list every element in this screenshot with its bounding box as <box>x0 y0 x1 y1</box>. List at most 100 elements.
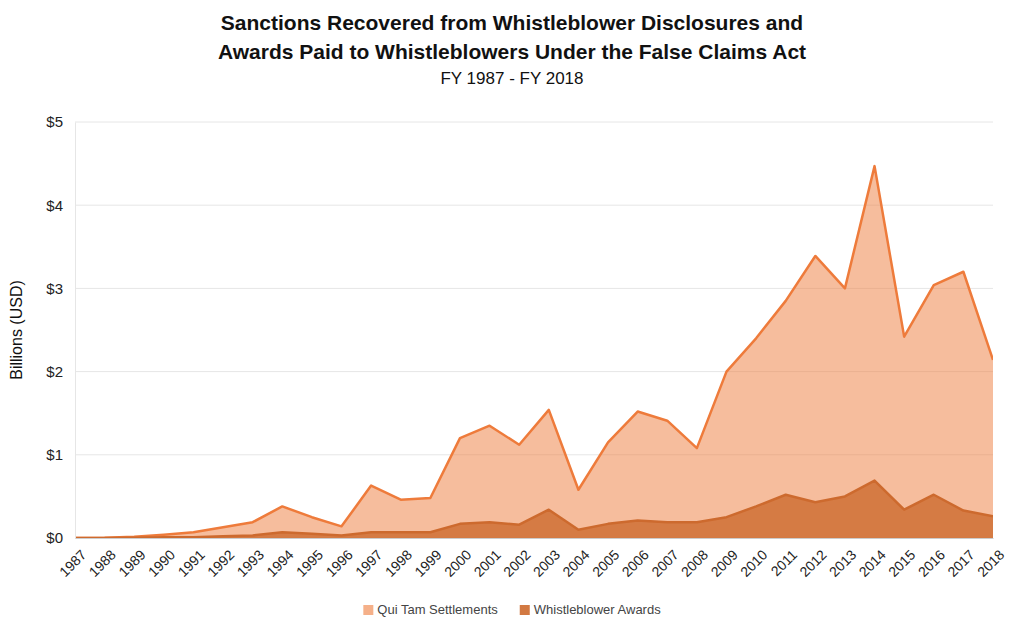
tick: 2012 <box>796 538 829 580</box>
tick: $3 <box>46 280 75 297</box>
tick: 1987 <box>56 538 89 580</box>
tick-label: 1998 <box>382 546 415 579</box>
tick-label: 2001 <box>471 546 504 579</box>
tick-label: 2012 <box>796 546 829 579</box>
title: Sanctions Recovered from Whistleblower D… <box>221 11 803 34</box>
tick-label: 2003 <box>530 546 563 579</box>
tick: 2003 <box>530 538 563 580</box>
tick-label: 1993 <box>234 546 267 579</box>
line <box>75 166 993 538</box>
tick-label: 1992 <box>204 546 237 579</box>
grid <box>75 122 993 538</box>
tick: 1989 <box>115 538 148 580</box>
tick: 2005 <box>589 538 622 580</box>
grid-line <box>75 122 993 123</box>
title: Awards Paid to Whistleblowers Under the … <box>218 40 806 63</box>
tick-label: 1997 <box>352 546 385 579</box>
tick: 2013 <box>826 538 859 580</box>
tick-label: 2010 <box>737 546 770 579</box>
tick: 2018 <box>974 538 1007 580</box>
tick: 2011 <box>767 538 800 579</box>
tick: 2004 <box>559 538 592 580</box>
tick-label: $5 <box>46 113 63 130</box>
legend-swatch <box>520 605 530 615</box>
tick-label: 2005 <box>589 546 622 579</box>
tick: 2009 <box>707 538 740 580</box>
tick: $1 <box>46 446 75 463</box>
axis-line <box>75 123 76 539</box>
legend: Qui Tam Settlements Whistleblower Awards <box>363 602 661 617</box>
tick-label: 2006 <box>619 546 652 579</box>
tick: 2017 <box>944 538 977 580</box>
tick: 1994 <box>263 538 296 580</box>
tick: 1995 <box>293 538 326 580</box>
tick: 1996 <box>323 538 356 580</box>
tick: $4 <box>46 197 75 214</box>
tick-label: 2007 <box>648 546 681 579</box>
tick-label: 1995 <box>293 546 326 579</box>
legend-label: Qui Tam Settlements <box>377 602 498 617</box>
tick: 1999 <box>411 538 444 580</box>
tick: 1992 <box>204 538 237 580</box>
tick-label: 1994 <box>263 546 296 579</box>
tick-label: 1988 <box>86 546 119 579</box>
tick-label: $4 <box>46 197 63 214</box>
area <box>75 481 993 538</box>
tick-label: 2004 <box>559 546 592 579</box>
tick: 1998 <box>382 538 415 580</box>
legend-item: Whistleblower Awards <box>520 602 661 617</box>
tick-label: 2002 <box>500 546 533 579</box>
tick: 2006 <box>619 538 652 580</box>
tick-label: 2015 <box>885 546 918 579</box>
tick-label: 2014 <box>856 546 889 579</box>
tick: 1988 <box>86 538 119 580</box>
y-axis: $0 $1 $2 $3 $4 $5 <box>46 113 75 546</box>
tick-label: 2008 <box>678 546 711 579</box>
tick: 1990 <box>145 538 178 580</box>
tick: 2015 <box>885 538 918 580</box>
tick-label: 1990 <box>145 546 178 579</box>
tick-label: $3 <box>46 280 63 297</box>
tick-label: 2013 <box>826 546 859 579</box>
tick: 2002 <box>500 538 533 580</box>
tick-label: 1999 <box>411 546 444 579</box>
tick: $2 <box>46 363 75 380</box>
legend-swatch <box>363 605 373 615</box>
tick: $0 <box>46 529 75 546</box>
area <box>75 166 993 538</box>
tick: 2014 <box>856 538 889 580</box>
line <box>75 481 993 538</box>
tick: 2001 <box>471 538 504 580</box>
tick: $5 <box>46 113 75 130</box>
tick-label: 2009 <box>707 546 740 579</box>
tick-label: 1991 <box>174 546 207 579</box>
tick: 1993 <box>234 538 267 580</box>
tick-label: 1989 <box>115 546 148 579</box>
y-axis-title: Billions (USD) <box>8 280 25 380</box>
tick: 2008 <box>678 538 711 580</box>
x-axis: 1987198819891990199119921993199419951996… <box>56 538 1007 580</box>
tick: 2000 <box>441 538 474 580</box>
tick-label: $1 <box>46 446 63 463</box>
plot-area <box>75 166 993 538</box>
tick-label: $0 <box>46 529 63 546</box>
tick: 1991 <box>174 538 207 580</box>
tick-label: 2011 <box>767 546 800 579</box>
tick-label: 2017 <box>944 546 977 579</box>
subtitle: FY 1987 - FY 2018 <box>440 69 583 88</box>
tick-label: 1987 <box>56 546 89 579</box>
tick-label: $2 <box>46 363 63 380</box>
chart: Sanctions Recovered from Whistleblower D… <box>0 0 1024 633</box>
tick-label: 2016 <box>915 546 948 579</box>
legend-item: Qui Tam Settlements <box>363 602 498 617</box>
tick-label: 1996 <box>323 546 356 579</box>
tick: 1997 <box>352 538 385 580</box>
tick-label: 2018 <box>974 546 1007 579</box>
legend-label: Whistleblower Awards <box>534 602 661 617</box>
grid-line <box>75 205 993 206</box>
axis-line <box>76 538 994 539</box>
tick-label: 2000 <box>441 546 474 579</box>
tick: 2007 <box>648 538 681 580</box>
tick: 2010 <box>737 538 770 580</box>
tick: 2016 <box>915 538 948 580</box>
